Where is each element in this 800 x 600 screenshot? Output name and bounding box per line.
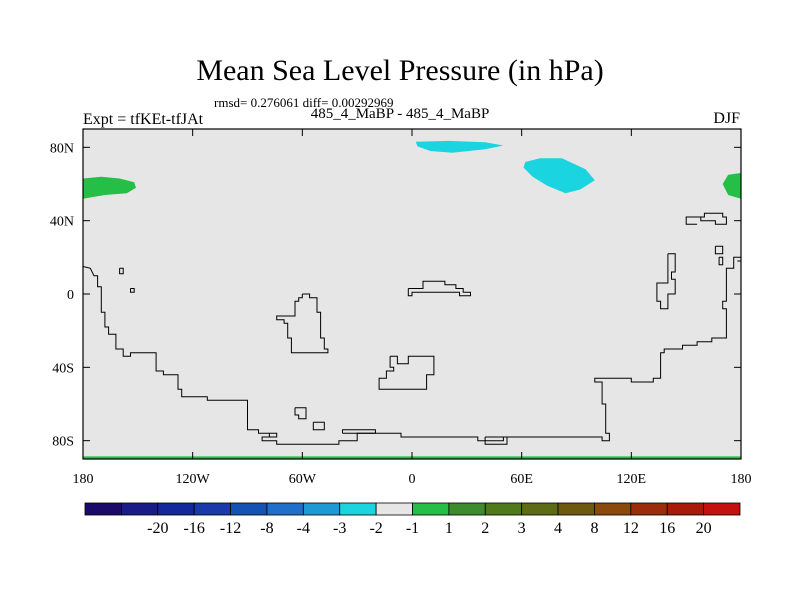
coastline-0 <box>83 256 741 445</box>
season-label: DJF <box>713 110 740 127</box>
coastline-14 <box>718 256 724 266</box>
coastline-2 <box>130 288 135 293</box>
coastline-4 <box>294 407 307 420</box>
map-axes: 180 120W 60W 0 60E 120E 180 80N 40N 0 40S 80S <box>50 128 752 487</box>
coastline-11 <box>685 212 727 225</box>
coastline-6 <box>269 432 278 438</box>
colorbar-swatch <box>448 502 486 516</box>
colorbar-swatch <box>630 502 668 516</box>
colorbar-label: -3 <box>333 520 346 537</box>
x-tick-label: 120W <box>176 472 211 487</box>
coastline-9 <box>407 280 471 297</box>
colorbar-swatch <box>484 502 523 516</box>
colorbar-swatch <box>193 502 231 516</box>
x-tick-label: 180 <box>731 472 752 487</box>
x-tick-label: 120E <box>617 472 647 487</box>
colorbar-swatch <box>557 502 595 516</box>
chart-title: Mean Sea Level Pressure (in hPa) <box>196 54 604 87</box>
x-tick-label: 60W <box>289 472 317 487</box>
colorbar-label: -1 <box>406 520 419 537</box>
colorbar-swatch <box>157 502 195 516</box>
colorbar-label: 2 <box>481 520 489 537</box>
x-tick-label: 0 <box>409 472 416 487</box>
y-tick-label: 40N <box>50 215 74 230</box>
anomaly-region-0 <box>83 176 136 199</box>
y-tick-label: 0 <box>67 288 74 303</box>
colorbar-swatch <box>302 502 341 516</box>
y-tick-label: 80N <box>50 141 74 156</box>
coastline-7 <box>378 355 435 390</box>
colorbar-swatch <box>375 502 413 516</box>
colorbar-label: -12 <box>220 520 241 537</box>
coastline-3 <box>276 293 329 354</box>
coastline-1 <box>119 267 124 275</box>
colorbar-swatch <box>266 502 304 516</box>
comparison-label: 485_4_MaBP - 485_4_MaBP <box>310 106 490 122</box>
colorbar-label: 1 <box>445 520 453 537</box>
coastline-8 <box>342 429 376 434</box>
colorbar-label: -4 <box>297 520 310 537</box>
y-tick-label: 40S <box>52 361 74 376</box>
coastline-12 <box>656 253 676 310</box>
colorbar-label: -8 <box>260 520 273 537</box>
stats-subtitle: rmsd= 0.276061 diff= 0.00292969 <box>214 95 394 110</box>
coastline-10 <box>484 436 508 445</box>
coastline-13 <box>714 245 724 255</box>
colorbar-label: 3 <box>518 520 526 537</box>
colorbar-swatch <box>84 502 122 516</box>
anomaly-region-1 <box>722 173 741 199</box>
colorbar-swatch <box>412 502 450 516</box>
colorbar-swatch <box>521 502 559 516</box>
colorbar-swatch <box>703 502 741 516</box>
colorbar-label: -2 <box>369 520 382 537</box>
colorbar-label: -16 <box>184 520 205 537</box>
colorbar-swatch <box>594 502 632 516</box>
colorbar-label: 20 <box>696 520 712 537</box>
map-plot-area <box>83 129 741 459</box>
colorbar-label: 4 <box>554 520 562 537</box>
y-tick-label: 80S <box>52 435 74 450</box>
coastline-5 <box>312 421 325 431</box>
colorbar-swatch <box>339 502 377 516</box>
colorbar-swatch <box>120 502 159 516</box>
colorbar-label: 12 <box>623 520 639 537</box>
anomaly-region-3 <box>415 140 504 153</box>
colorbar-label: 16 <box>659 520 675 537</box>
colorbar-swatch <box>230 502 268 516</box>
colorbar-label: 8 <box>590 520 598 537</box>
colorbar-swatch <box>666 502 705 516</box>
experiment-label: Expt = tfKEt-tfJAt <box>83 111 204 128</box>
x-tick-label: 180 <box>73 472 94 487</box>
colorbar: -20 -16 -12 -8 -4 -3 -2 -1 1 2 3 4 8 12 16 20 <box>84 502 741 537</box>
anomaly-region-4 <box>523 158 595 194</box>
colorbar-label: -20 <box>147 520 168 537</box>
x-tick-label: 60E <box>510 472 533 487</box>
